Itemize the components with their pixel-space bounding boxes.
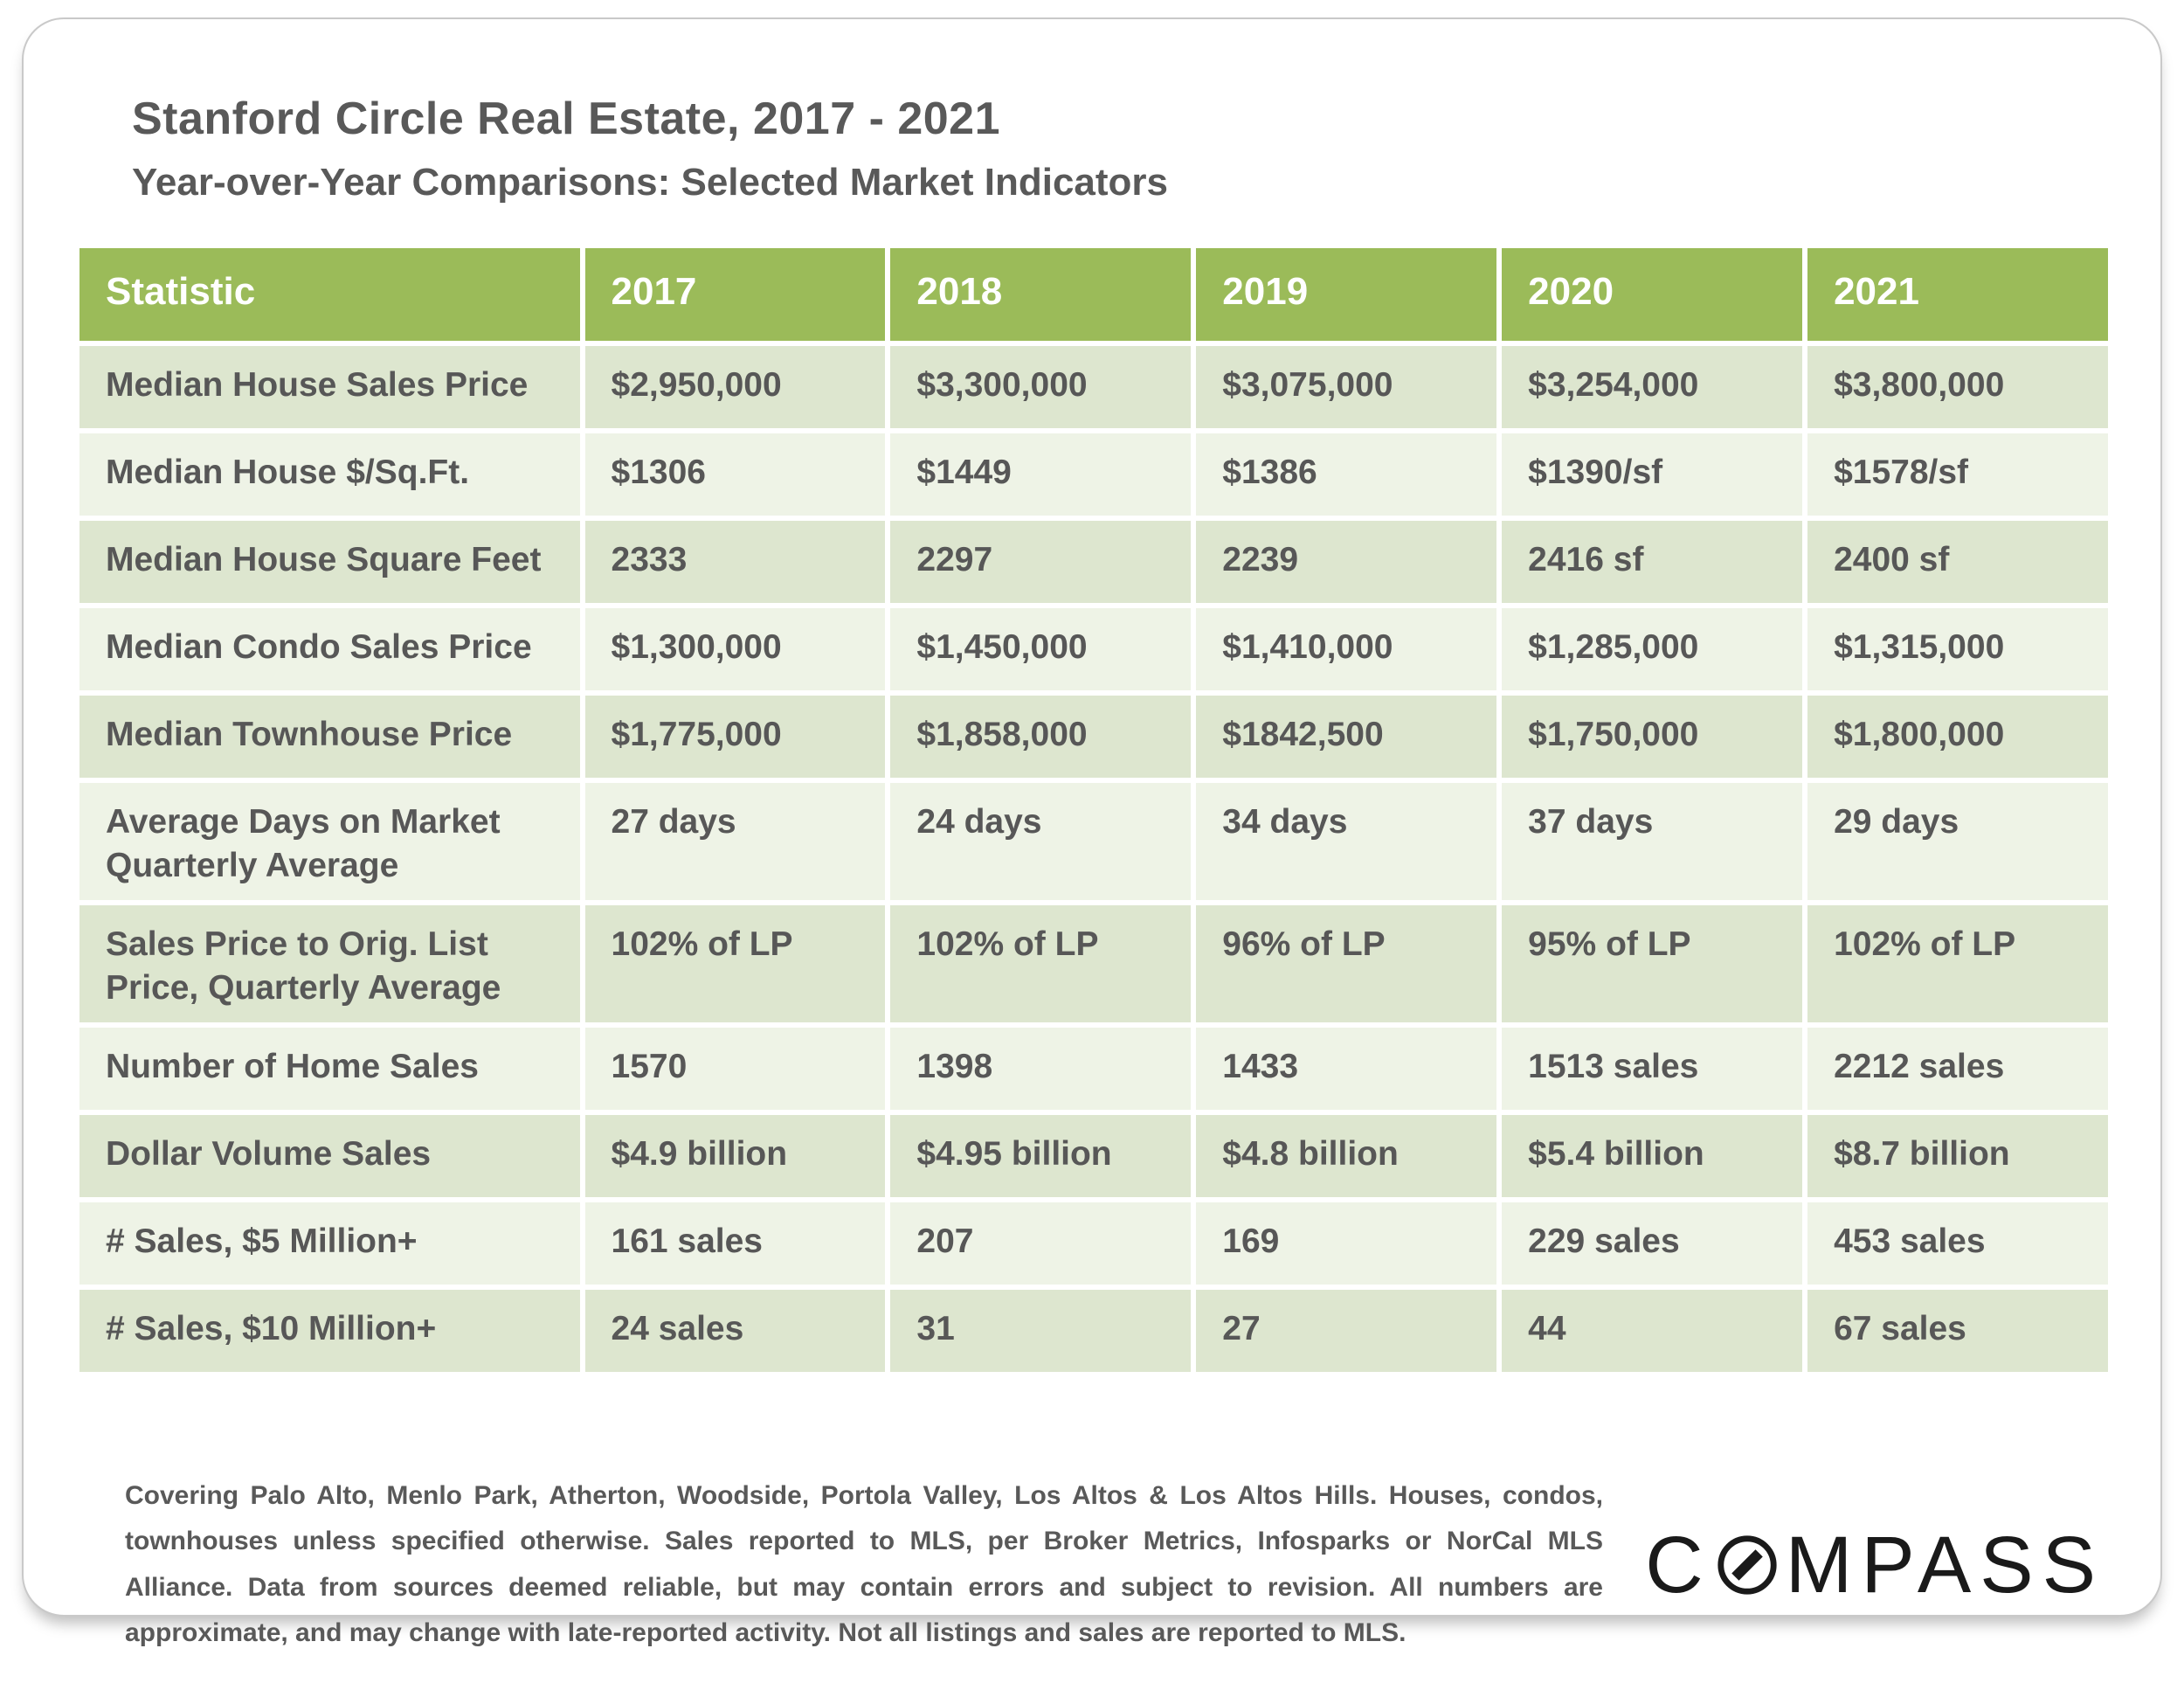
table-row: Median House Square Feet 2333 2297 2239 2416… xyxy=(74,516,2113,608)
row-label: # Sales, $10 Million+ xyxy=(74,1284,585,1377)
cell-value: 44 xyxy=(1496,1284,1808,1377)
column-header-2017: 2017 xyxy=(579,243,891,346)
table-row: Median House Sales Price $2,950,000 $3,300… xyxy=(74,341,2113,433)
row-label: Median House Sales Price xyxy=(74,341,585,433)
cell-value: $1842,500 xyxy=(1191,690,1503,783)
page-title: Stanford Circle Real Estate, 2017 - 2021 xyxy=(132,94,1001,144)
header-row: Statistic 2017 2018 2019 2020 2021 xyxy=(74,243,2113,346)
cell-value: 2239 xyxy=(1191,516,1503,608)
cell-value: 24 days xyxy=(885,778,1197,905)
row-label: Median House Square Feet xyxy=(74,516,585,608)
row-label: # Sales, $5 Million+ xyxy=(74,1196,585,1290)
cell-value: $1,285,000 xyxy=(1496,603,1808,696)
compass-logo: C MPASS xyxy=(1645,1525,2105,1605)
cell-value: 102% of LP xyxy=(885,899,1197,1028)
cell-value: $1306 xyxy=(579,428,891,521)
cell-value: 102% of LP xyxy=(1802,899,2113,1028)
cell-value: $3,800,000 xyxy=(1802,341,2113,433)
cell-value: $4.9 billion xyxy=(579,1109,891,1202)
table-row: Median Condo Sales Price $1,300,000 $1,450… xyxy=(74,603,2113,696)
row-label: Dollar Volume Sales xyxy=(74,1109,585,1202)
logo-letters-mpass: MPASS xyxy=(1785,1520,2105,1610)
column-header-2020: 2020 xyxy=(1496,243,1808,346)
cell-value: 1513 sales xyxy=(1496,1022,1808,1115)
cell-value: $1,750,000 xyxy=(1496,690,1808,783)
cell-value: $1,858,000 xyxy=(885,690,1197,783)
compass-needle-icon xyxy=(1717,1535,1777,1595)
cell-value: $1,410,000 xyxy=(1191,603,1503,696)
cell-value: 96% of LP xyxy=(1191,899,1503,1028)
cell-value: 31 xyxy=(885,1284,1197,1377)
row-label: Median Townhouse Price xyxy=(74,690,585,783)
table-row: Median Townhouse Price $1,775,000 $1,858,0… xyxy=(74,690,2113,783)
table-row: Number of Home Sales 1570 1398 1433 1513 sal… xyxy=(74,1022,2113,1115)
cell-value: 2416 sf xyxy=(1496,516,1808,608)
cell-value: 2333 xyxy=(579,516,891,608)
disclaimer-text: Covering Palo Alto, Menlo Park, Atherton… xyxy=(125,1480,1603,1648)
table-row: Average Days on Market Quarterly Average… xyxy=(74,778,2113,905)
cell-value: $1,315,000 xyxy=(1802,603,2113,696)
cell-value: 161 sales xyxy=(579,1196,891,1290)
cell-value: $4.95 billion xyxy=(885,1109,1197,1202)
cell-value: $1,300,000 xyxy=(579,603,891,696)
cell-value: $4.8 billion xyxy=(1191,1109,1503,1202)
table-row: # Sales, $5 Million+ 161 sales 207 169 229 s… xyxy=(74,1196,2113,1290)
cell-value: $1449 xyxy=(885,428,1197,521)
cell-value: 1398 xyxy=(885,1022,1197,1115)
cell-value: 1433 xyxy=(1191,1022,1503,1115)
cell-value: 29 days xyxy=(1802,778,2113,905)
cell-value: 95% of LP xyxy=(1496,899,1808,1028)
row-label: Number of Home Sales xyxy=(74,1022,585,1115)
cell-value: $8.7 billion xyxy=(1802,1109,2113,1202)
cell-value: $5.4 billion xyxy=(1496,1109,1808,1202)
cell-value: 2212 sales xyxy=(1802,1022,2113,1115)
cell-value: 1570 xyxy=(579,1022,891,1115)
cell-value: $3,254,000 xyxy=(1496,341,1808,433)
cell-value: $1,800,000 xyxy=(1802,690,2113,783)
column-header-2019: 2019 xyxy=(1191,243,1503,346)
table-row: # Sales, $10 Million+ 24 sales 31 27 44 67 sa… xyxy=(74,1284,2113,1377)
row-label: Median Condo Sales Price xyxy=(74,603,585,696)
cell-value: 37 days xyxy=(1496,778,1808,905)
cell-value: 24 sales xyxy=(579,1284,891,1377)
row-label: Average Days on Market Quarterly Average xyxy=(74,778,585,905)
cell-value: $3,300,000 xyxy=(885,341,1197,433)
market-indicators-table: Statistic 2017 2018 2019 2020 2021 Median Hou… xyxy=(74,243,2113,1377)
cell-value: $2,950,000 xyxy=(579,341,891,433)
table-row: Dollar Volume Sales $4.9 billion $4.95 bil… xyxy=(74,1109,2113,1202)
cell-value: $1390/sf xyxy=(1496,428,1808,521)
cell-value: 2400 sf xyxy=(1802,516,2113,608)
footer: Covering Palo Alto, Menlo Park, Atherton… xyxy=(74,1447,2110,1683)
cell-value: $3,075,000 xyxy=(1191,341,1503,433)
cell-value: $1578/sf xyxy=(1802,428,2113,521)
cell-value: 27 xyxy=(1191,1284,1503,1377)
page-subtitle: Year-over-Year Comparisons: Selected Mar… xyxy=(132,161,1169,204)
cell-value: $1,450,000 xyxy=(885,603,1197,696)
cell-value: 102% of LP xyxy=(579,899,891,1028)
row-label: Median House $/Sq.Ft. xyxy=(74,428,585,521)
cell-value: 453 sales xyxy=(1802,1196,2113,1290)
table-row: Median House $/Sq.Ft. $1306 $1449 $1386 $139… xyxy=(74,428,2113,521)
row-label: Sales Price to Orig. List Price, Quarter… xyxy=(74,899,585,1028)
table-row: Sales Price to Orig. List Price, Quarter… xyxy=(74,899,2113,1028)
cell-value: 27 days xyxy=(579,778,891,905)
column-header-2021: 2021 xyxy=(1802,243,2113,346)
cell-value: 34 days xyxy=(1191,778,1503,905)
cell-value: 229 sales xyxy=(1496,1196,1808,1290)
logo-letter-c: C xyxy=(1645,1520,1712,1610)
cell-value: 169 xyxy=(1191,1196,1503,1290)
cell-value: 2297 xyxy=(885,516,1197,608)
column-header-2018: 2018 xyxy=(885,243,1197,346)
cell-value: $1386 xyxy=(1191,428,1503,521)
column-header-statistic: Statistic xyxy=(74,243,585,346)
cell-value: $1,775,000 xyxy=(579,690,891,783)
cell-value: 67 sales xyxy=(1802,1284,2113,1377)
cell-value: 207 xyxy=(885,1196,1197,1290)
slide-card: Stanford Circle Real Estate, 2017 - 2021… xyxy=(22,17,2162,1647)
